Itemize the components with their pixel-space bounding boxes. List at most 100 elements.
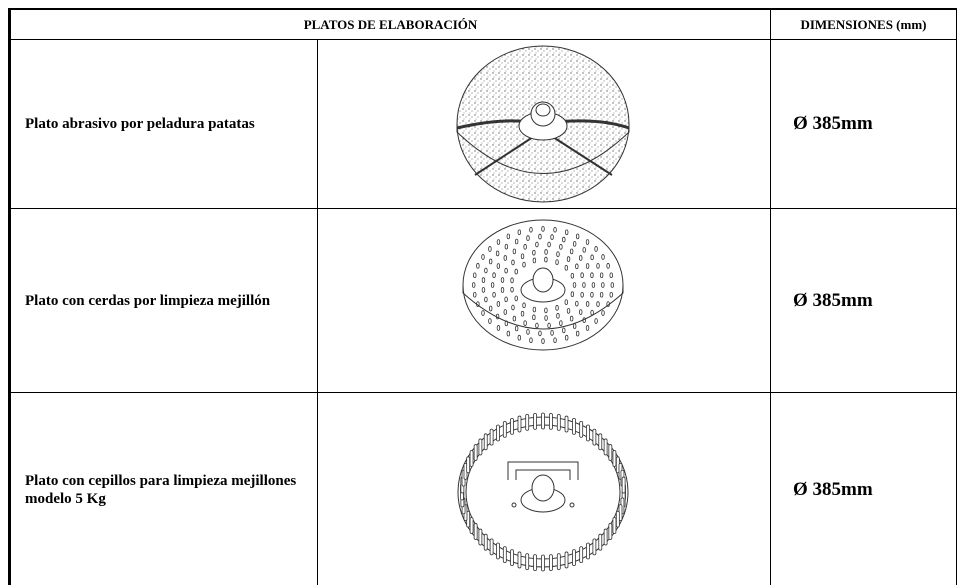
decor	[575, 300, 579, 307]
decor	[544, 249, 548, 255]
decor	[549, 412, 553, 430]
decor	[562, 236, 566, 243]
decor	[609, 272, 613, 279]
decor	[473, 291, 477, 298]
decor	[502, 420, 507, 438]
decor	[564, 551, 569, 569]
decor	[514, 268, 518, 275]
decor	[510, 277, 514, 284]
decor	[495, 313, 500, 320]
decor	[533, 554, 537, 572]
decor	[555, 305, 559, 311]
decor	[511, 304, 515, 311]
brush-plate	[457, 412, 629, 572]
decor	[550, 330, 554, 336]
decor	[556, 251, 560, 257]
decor	[603, 438, 608, 456]
decor	[575, 263, 579, 270]
decor	[575, 233, 580, 240]
decor	[502, 546, 507, 564]
decor	[478, 528, 483, 546]
dimension-text: Ø 385mm	[793, 478, 873, 500]
decor	[580, 272, 584, 279]
decor	[496, 325, 501, 331]
decor	[496, 263, 501, 269]
decor	[483, 433, 488, 451]
decor	[586, 424, 590, 442]
decor	[489, 538, 494, 556]
decor	[565, 334, 569, 341]
dimension-text: Ø 385mm	[793, 113, 873, 134]
decor	[572, 549, 576, 566]
decor	[601, 282, 605, 288]
bristle-plate	[462, 219, 624, 351]
decor	[555, 259, 559, 265]
decor	[579, 255, 583, 261]
decor	[476, 263, 480, 269]
decor	[550, 234, 554, 240]
decor	[514, 325, 519, 332]
dimension: Ø 385mm	[770, 392, 957, 585]
decor	[520, 310, 525, 317]
decor	[517, 551, 522, 569]
decor	[603, 528, 608, 546]
decor	[484, 267, 488, 274]
decor	[466, 456, 471, 474]
decor	[596, 301, 600, 307]
decor	[541, 554, 545, 572]
decor	[601, 254, 605, 260]
decor	[484, 296, 488, 303]
decor	[599, 272, 604, 279]
decor	[476, 301, 480, 307]
decor	[579, 420, 584, 438]
label-text: Plato abrasivo por peladura patatas	[25, 116, 255, 132]
decor	[495, 250, 500, 257]
decor	[556, 413, 561, 431]
decor	[569, 248, 574, 255]
decor	[601, 310, 605, 316]
decor	[512, 248, 517, 255]
decor	[496, 239, 501, 245]
decor	[512, 315, 517, 322]
decor	[564, 265, 568, 271]
decor	[522, 261, 526, 268]
decor	[504, 267, 508, 274]
decor	[520, 253, 525, 260]
decor	[481, 254, 485, 260]
decor	[541, 338, 545, 344]
decor	[612, 517, 617, 534]
decor	[490, 282, 495, 288]
decor	[590, 309, 594, 316]
decor	[510, 286, 514, 293]
decor	[506, 233, 511, 240]
decor	[510, 549, 514, 566]
abrasive-plate	[456, 45, 630, 203]
decor	[526, 235, 530, 241]
decor	[608, 444, 613, 461]
decor	[585, 263, 590, 269]
decor	[517, 334, 521, 341]
decor	[481, 277, 486, 283]
decor	[488, 305, 493, 312]
decor	[606, 301, 610, 307]
decor	[522, 302, 526, 309]
label-text: Plato con cerdas por limpieza mejillón	[25, 292, 271, 309]
decor	[525, 553, 530, 571]
decor	[580, 291, 584, 298]
decor	[506, 330, 511, 337]
decor	[535, 241, 539, 248]
decor	[504, 243, 509, 250]
decor	[511, 259, 515, 266]
decor	[503, 309, 507, 315]
decor	[579, 546, 584, 564]
decor	[582, 317, 586, 323]
dimension-text: Ø 385mm	[793, 289, 873, 311]
decor	[582, 282, 586, 288]
header-text: PLATOS DE ELABORACIÓN	[303, 16, 478, 32]
decor	[544, 256, 548, 263]
decor	[496, 301, 501, 307]
decor	[488, 246, 492, 252]
decor	[566, 256, 571, 262]
decor	[488, 318, 492, 324]
